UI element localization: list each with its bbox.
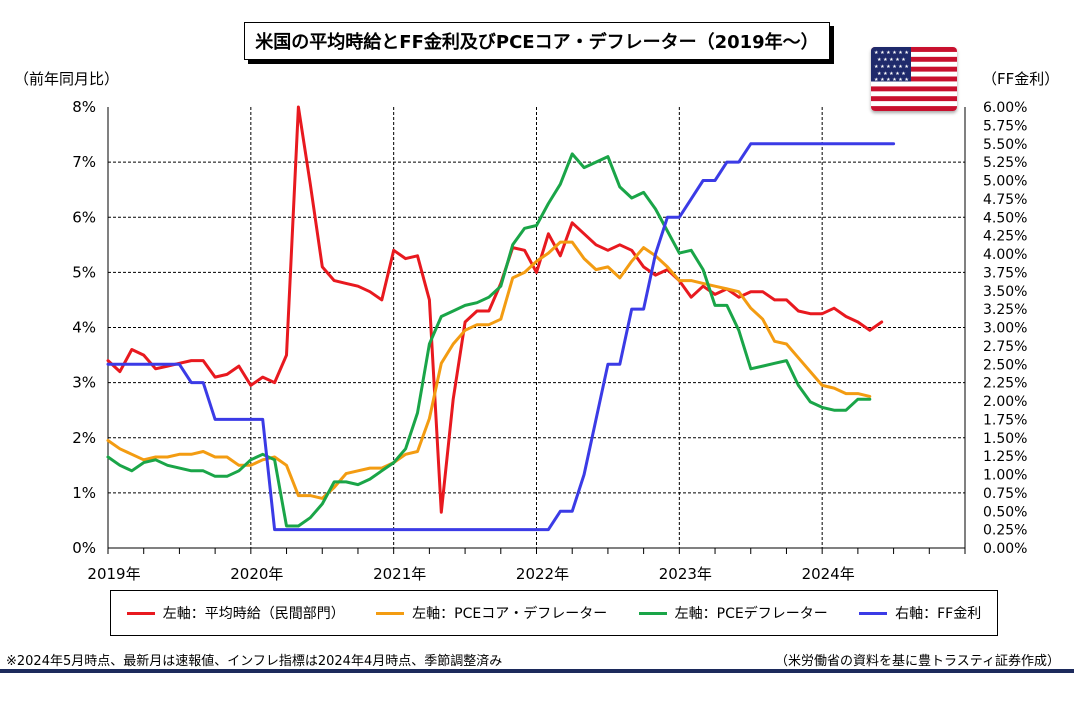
source-note: （米労働省の資料を基に豊トラスティ証券作成）	[775, 654, 1060, 669]
right-tick-label: 3.50%	[983, 284, 1027, 300]
legend-item-3: 左軸：PCEデフレーター	[638, 603, 828, 623]
right-tick-label: 1.75%	[983, 412, 1027, 428]
right-tick-label: 2.50%	[983, 357, 1027, 373]
legend-item-1: 左軸：平均時給（民間部門）	[126, 603, 345, 623]
right-tick-label: 2.25%	[983, 376, 1027, 392]
right-tick-label: 5.00%	[983, 174, 1027, 190]
series-line-2	[106, 240, 872, 500]
legend-label: 左軸：平均時給（民間部門）	[162, 606, 345, 622]
right-tick-label: 0.75%	[983, 486, 1027, 502]
right-tick-label: 4.00%	[983, 247, 1027, 263]
series-line-1	[106, 105, 884, 514]
x-tick-label: 2020年	[230, 565, 283, 583]
left-tick-label: 8%	[72, 98, 96, 116]
svg-text:★ ★ ★ ★ ★ ★: ★ ★ ★ ★ ★ ★	[874, 64, 909, 70]
svg-text:★ ★ ★ ★ ★: ★ ★ ★ ★ ★	[877, 57, 906, 63]
chart-title: 米国の平均時給とFF金利及びPCEコア・デフレーター（2019年～）	[244, 22, 830, 60]
left-tick-label: 1%	[72, 484, 96, 502]
svg-text:★ ★ ★ ★ ★ ★: ★ ★ ★ ★ ★ ★	[874, 50, 909, 56]
right-tick-label: 5.50%	[983, 137, 1027, 153]
x-tick-label: 2024年	[802, 565, 855, 583]
right-tick-label: 4.25%	[983, 229, 1027, 245]
legend-swatch	[859, 611, 888, 615]
right-tick-label: 0.00%	[983, 541, 1027, 557]
right-tick-label: 3.25%	[983, 302, 1027, 318]
right-tick-label: 1.50%	[983, 431, 1027, 447]
bottom-divider	[0, 669, 1074, 673]
legend-swatch	[126, 611, 155, 615]
left-axis-unit: （前年同月比）	[14, 70, 120, 88]
svg-text:★ ★ ★ ★ ★: ★ ★ ★ ★ ★	[877, 71, 906, 77]
legend-item-4: 右軸：FF金利	[859, 603, 981, 623]
footnote: ※2024年5月時点、最新月は速報値、インフレ指標は2024年4月時点、季節調整…	[6, 654, 503, 669]
right-axis-unit: （FF金利）	[982, 70, 1060, 88]
legend-label: 左軸：PCEデフレーター	[674, 606, 828, 622]
legend-label: 左軸：PCEコア・デフレーター	[412, 606, 608, 622]
svg-text:★ ★ ★ ★ ★ ★: ★ ★ ★ ★ ★ ★	[874, 77, 909, 83]
left-tick-label: 6%	[72, 208, 96, 226]
right-tick-label: 1.25%	[983, 449, 1027, 465]
us-flag-icon: ★ ★ ★ ★ ★ ★ ★ ★ ★ ★ ★ ★ ★ ★ ★ ★ ★ ★ ★ ★ …	[871, 47, 957, 111]
x-tick-label: 2022年	[516, 565, 569, 583]
x-tick-label: 2021年	[373, 565, 426, 583]
x-tick-label: 2023年	[659, 565, 712, 583]
right-tick-label: 5.25%	[983, 155, 1027, 171]
series-line-3	[106, 152, 872, 528]
left-tick-label: 5%	[72, 263, 96, 281]
right-tick-label: 3.00%	[983, 321, 1027, 337]
legend-item-2: 左軸：PCEコア・デフレーター	[376, 603, 607, 623]
chart-legend: 左軸：平均時給（民間部門） 左軸：PCEコア・デフレーター 左軸：PCEデフレーター…	[110, 590, 998, 636]
legend-label: 右軸：FF金利	[895, 606, 982, 622]
left-tick-label: 0%	[72, 539, 96, 557]
right-tick-label: 1.00%	[983, 468, 1027, 484]
left-tick-label: 4%	[72, 319, 96, 337]
left-tick-label: 3%	[72, 374, 96, 392]
right-tick-label: 4.75%	[983, 192, 1027, 208]
legend-swatch	[638, 611, 667, 615]
right-tick-label: 2.00%	[983, 394, 1027, 410]
x-tick-label: 2019年	[87, 565, 140, 583]
right-tick-label: 5.75%	[983, 118, 1027, 134]
right-tick-label: 4.50%	[983, 210, 1027, 226]
right-tick-label: 0.50%	[983, 504, 1027, 520]
right-tick-label: 0.25%	[983, 523, 1027, 539]
right-tick-label: 2.75%	[983, 339, 1027, 355]
series-line-4	[106, 142, 896, 532]
legend-swatch	[376, 611, 405, 615]
left-tick-label: 2%	[72, 429, 96, 447]
right-tick-label: 6.00%	[983, 100, 1027, 116]
right-tick-label: 3.75%	[983, 265, 1027, 281]
left-tick-label: 7%	[72, 153, 96, 171]
